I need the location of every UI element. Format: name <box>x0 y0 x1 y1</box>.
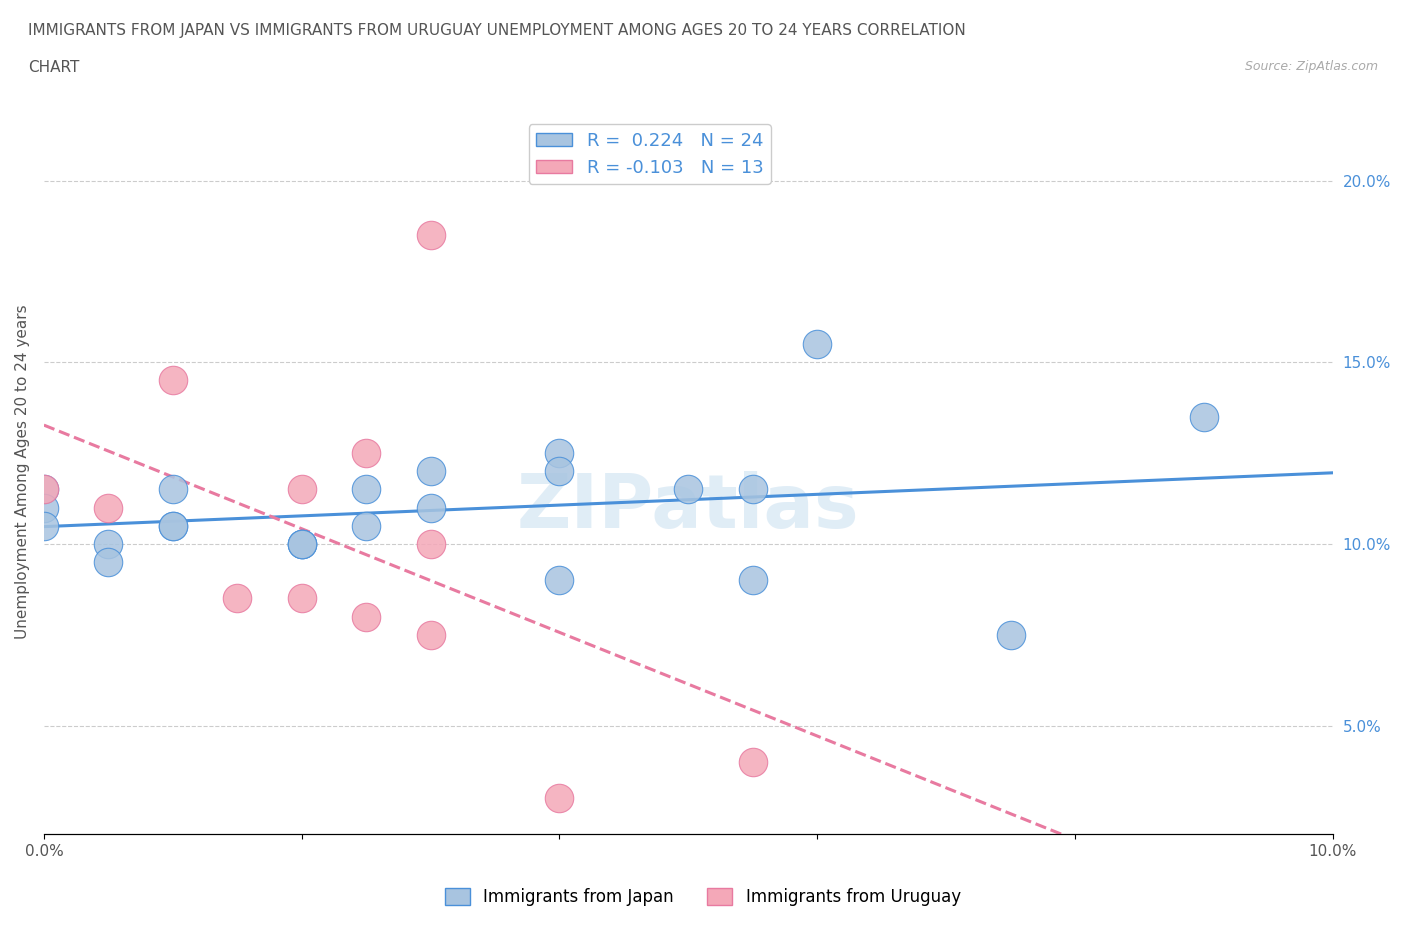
Point <box>678 482 700 497</box>
Point <box>741 482 763 497</box>
Point <box>548 573 571 588</box>
Point <box>97 554 120 569</box>
Legend: Immigrants from Japan, Immigrants from Uruguay: Immigrants from Japan, Immigrants from U… <box>439 881 967 912</box>
Point <box>354 445 377 460</box>
Point <box>806 337 828 352</box>
Text: ZIPatlas: ZIPatlas <box>517 472 859 544</box>
Point <box>32 518 55 533</box>
Point <box>291 537 314 551</box>
Legend: R =  0.224   N = 24, R = -0.103   N = 13: R = 0.224 N = 24, R = -0.103 N = 13 <box>529 125 770 184</box>
Point <box>548 464 571 479</box>
Point <box>548 445 571 460</box>
Point <box>1192 409 1215 424</box>
Text: IMMIGRANTS FROM JAPAN VS IMMIGRANTS FROM URUGUAY UNEMPLOYMENT AMONG AGES 20 TO 2: IMMIGRANTS FROM JAPAN VS IMMIGRANTS FROM… <box>28 23 966 38</box>
Point <box>419 627 441 642</box>
Text: CHART: CHART <box>28 60 80 75</box>
Point <box>32 500 55 515</box>
Y-axis label: Unemployment Among Ages 20 to 24 years: Unemployment Among Ages 20 to 24 years <box>15 304 30 639</box>
Point <box>291 482 314 497</box>
Point <box>548 790 571 805</box>
Point <box>419 464 441 479</box>
Point <box>162 518 184 533</box>
Point <box>226 591 249 605</box>
Point <box>291 537 314 551</box>
Point <box>162 482 184 497</box>
Point <box>162 373 184 388</box>
Point <box>419 228 441 243</box>
Point <box>32 482 55 497</box>
Point <box>162 518 184 533</box>
Point <box>32 482 55 497</box>
Text: Source: ZipAtlas.com: Source: ZipAtlas.com <box>1244 60 1378 73</box>
Point <box>741 573 763 588</box>
Point <box>97 500 120 515</box>
Point <box>1000 627 1022 642</box>
Point <box>354 482 377 497</box>
Point <box>291 537 314 551</box>
Point <box>354 609 377 624</box>
Point <box>419 500 441 515</box>
Point <box>291 591 314 605</box>
Point <box>419 537 441 551</box>
Point <box>741 754 763 769</box>
Point <box>97 537 120 551</box>
Point <box>354 518 377 533</box>
